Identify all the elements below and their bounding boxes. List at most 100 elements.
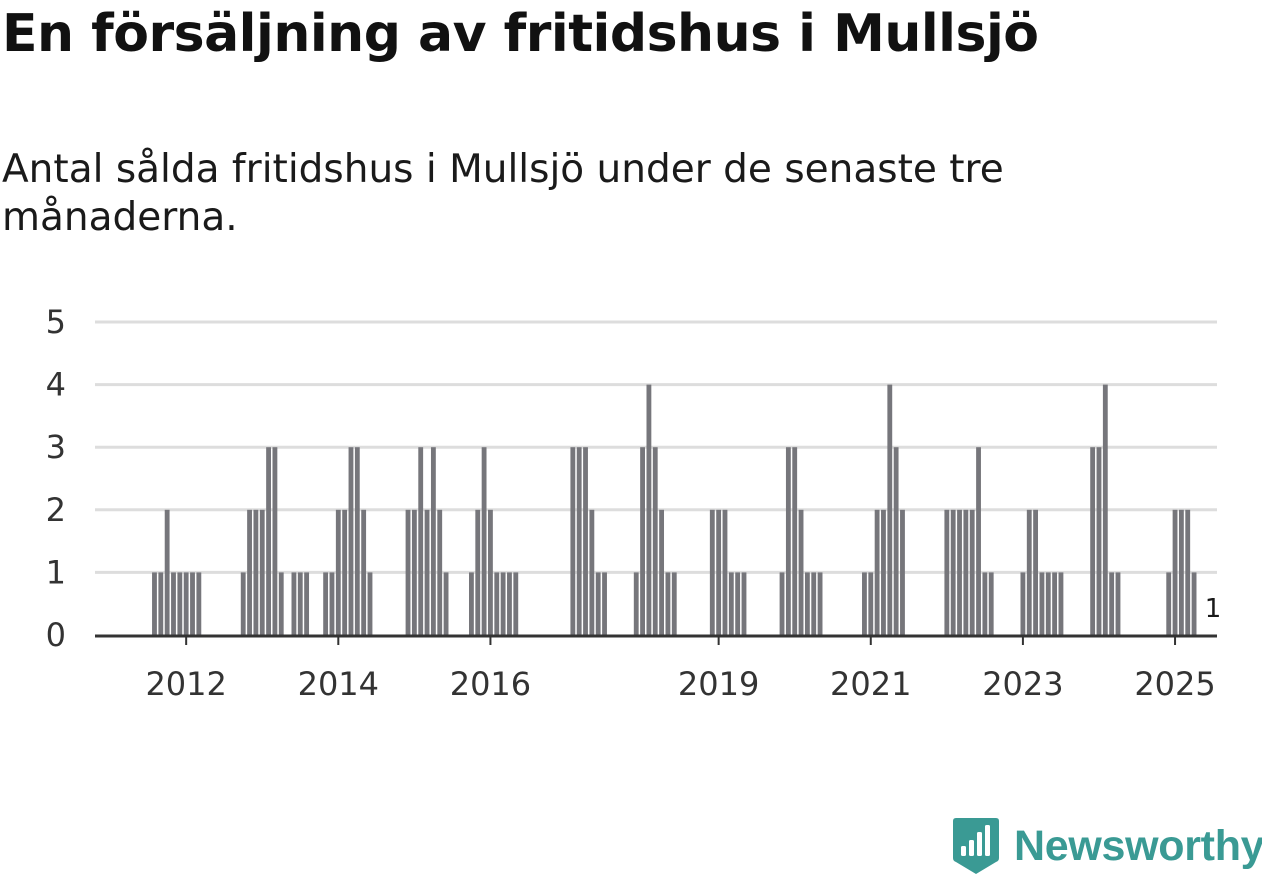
bar xyxy=(367,572,373,635)
bar xyxy=(507,572,512,635)
bar xyxy=(443,572,449,635)
bar xyxy=(868,572,874,635)
bar xyxy=(1020,572,1026,635)
bar xyxy=(570,447,576,635)
brand-name: Newsworthy xyxy=(1014,821,1262,870)
bar xyxy=(1115,572,1121,635)
bar xyxy=(488,509,493,635)
bar xyxy=(887,384,893,635)
bar xyxy=(735,572,741,635)
x-axis-ticks: 2012 2014 2016 2019 2021 2023 2025 xyxy=(145,637,1216,703)
bar xyxy=(278,572,284,635)
bar xyxy=(881,509,886,635)
bar xyxy=(976,447,981,635)
bar xyxy=(297,572,303,635)
x-tick-label: 2019 xyxy=(678,665,759,703)
bar xyxy=(671,572,677,635)
bar xyxy=(430,447,436,635)
bar xyxy=(500,572,506,635)
bar xyxy=(190,572,195,635)
bar xyxy=(494,572,500,635)
bar xyxy=(646,384,652,635)
bar xyxy=(665,572,671,635)
bar xyxy=(1045,572,1051,635)
bar xyxy=(481,447,487,635)
bar xyxy=(988,572,994,635)
bar xyxy=(811,572,817,635)
y-tick-label: 2 xyxy=(46,491,66,529)
bar xyxy=(272,447,278,635)
chart-title: En försäljning av fritidshus i Mullsjö xyxy=(2,4,1039,64)
bar xyxy=(982,572,988,635)
bar xyxy=(589,509,595,635)
bar xyxy=(177,572,183,635)
bar xyxy=(247,509,252,635)
bar xyxy=(1102,384,1108,635)
x-tick-label: 2025 xyxy=(1134,665,1215,703)
bar xyxy=(804,572,810,635)
bar xyxy=(798,509,804,635)
bar xyxy=(950,509,956,635)
y-tick-label: 4 xyxy=(46,366,66,404)
bar xyxy=(1191,572,1197,635)
bar xyxy=(633,572,639,635)
bar xyxy=(874,509,880,635)
bar xyxy=(418,447,424,635)
bar xyxy=(171,572,176,635)
value-labels: 1 xyxy=(1201,591,1225,628)
bar xyxy=(957,509,962,635)
bar xyxy=(1058,572,1064,635)
bar xyxy=(969,509,975,635)
bar xyxy=(716,509,722,635)
bar xyxy=(1039,572,1045,635)
x-tick-label: 2014 xyxy=(298,665,379,703)
bar xyxy=(164,509,170,635)
bar xyxy=(576,447,582,635)
bar xyxy=(785,447,791,635)
bar xyxy=(348,447,354,635)
bar-chart: 0 1 2 3 4 5 2012 2014 2016 2019 2021 2023 2025 1 xyxy=(46,303,1225,703)
bar xyxy=(361,509,367,635)
newsworthy-logo-icon xyxy=(953,818,999,874)
bar xyxy=(779,572,785,635)
bar xyxy=(893,447,899,635)
bar xyxy=(240,572,246,635)
bar xyxy=(411,509,417,635)
x-tick-label: 2023 xyxy=(982,665,1063,703)
x-tick-label: 2016 xyxy=(450,665,531,703)
bar xyxy=(259,509,265,635)
bar xyxy=(513,572,519,635)
bar xyxy=(329,572,335,635)
bar xyxy=(1096,447,1102,635)
y-tick-label: 1 xyxy=(46,553,66,591)
bar xyxy=(158,572,164,635)
bar xyxy=(741,572,747,635)
y-axis-ticks: 0 1 2 3 4 5 xyxy=(46,303,66,654)
bar xyxy=(342,509,348,635)
bar xyxy=(437,509,443,635)
bar xyxy=(323,572,329,635)
bar xyxy=(354,447,360,635)
bar xyxy=(405,509,411,635)
y-tick-label: 5 xyxy=(46,303,66,341)
bar xyxy=(792,447,798,635)
bar xyxy=(469,572,474,635)
y-tick-label: 0 xyxy=(46,616,66,654)
bar xyxy=(652,447,658,635)
bar xyxy=(183,572,189,635)
bar xyxy=(709,509,715,635)
x-tick-label: 2021 xyxy=(830,665,911,703)
bar xyxy=(253,509,259,635)
bar xyxy=(424,509,430,635)
bar xyxy=(728,572,734,635)
bars xyxy=(152,384,1197,635)
bar xyxy=(963,509,969,635)
y-tick-label: 3 xyxy=(46,428,66,466)
bar xyxy=(196,572,202,635)
bar xyxy=(475,509,481,635)
bar xyxy=(1172,509,1178,635)
x-tick-label: 2012 xyxy=(145,665,226,703)
bar xyxy=(722,509,728,635)
bar xyxy=(266,447,271,635)
bar xyxy=(335,509,341,635)
